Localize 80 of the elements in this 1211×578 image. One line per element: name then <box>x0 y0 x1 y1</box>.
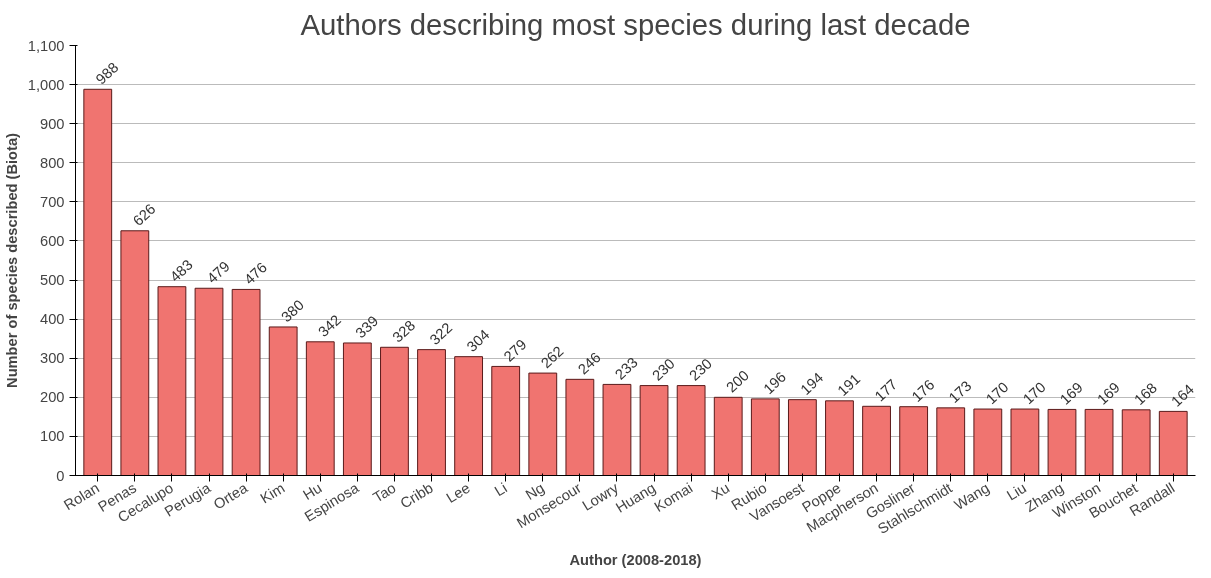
bar <box>231 288 261 476</box>
y-tick-label: 200 <box>40 389 65 406</box>
x-tick-label: Cribb <box>397 479 436 512</box>
bar <box>305 341 335 476</box>
data-label: 304 <box>463 326 493 355</box>
data-label: 328 <box>389 317 419 346</box>
data-label: 169 <box>1056 379 1086 408</box>
data-label: 230 <box>649 355 678 384</box>
bar <box>899 406 929 476</box>
y-tick-label: 500 <box>40 272 65 289</box>
bar <box>639 385 669 476</box>
y-tick-label: 400 <box>40 311 65 328</box>
bar <box>1084 408 1114 476</box>
data-label: 168 <box>1131 379 1160 409</box>
bar <box>1158 410 1188 476</box>
data-label: 170 <box>982 378 1012 408</box>
y-tick-label: 0 <box>56 467 65 484</box>
data-label: 177 <box>871 376 901 405</box>
x-tick-label: Kim <box>257 479 288 507</box>
y-tick-label: 800 <box>40 154 65 171</box>
data-label: 173 <box>945 377 975 407</box>
bar <box>380 346 409 476</box>
data-label: 988 <box>92 59 122 88</box>
bar <box>491 365 521 476</box>
data-label: 196 <box>760 368 790 398</box>
bar <box>1121 409 1151 476</box>
y-tick-label: 300 <box>40 350 65 367</box>
bar <box>862 405 891 476</box>
bar <box>676 385 706 476</box>
y-tick-label: 900 <box>40 115 65 132</box>
x-tick-label: Li <box>491 479 510 500</box>
y-tick-label: 100 <box>40 428 65 445</box>
bar <box>157 286 187 476</box>
bar <box>528 372 558 476</box>
data-label: 191 <box>834 370 864 400</box>
data-label: 322 <box>426 319 456 348</box>
data-label: 246 <box>574 349 604 378</box>
bar <box>120 230 150 476</box>
data-label: 194 <box>797 369 827 398</box>
bar <box>936 407 966 476</box>
y-tick-label: 700 <box>40 193 65 210</box>
bar <box>1010 408 1040 476</box>
bar <box>454 356 484 476</box>
bar <box>83 88 113 476</box>
data-label: 380 <box>278 296 307 326</box>
x-tick-label: Tao <box>370 479 399 506</box>
data-label: 169 <box>1094 379 1123 408</box>
data-label: 200 <box>723 367 753 396</box>
data-label: 339 <box>352 312 382 342</box>
data-label: 626 <box>129 200 159 229</box>
bar <box>602 383 632 476</box>
x-axis-title: Author (2008-2018) <box>569 551 702 568</box>
data-label: 262 <box>537 342 567 372</box>
bar <box>268 326 298 476</box>
data-label: 279 <box>500 336 530 365</box>
data-label: 176 <box>908 376 938 405</box>
data-label: 230 <box>686 355 715 384</box>
data-label: 170 <box>1019 378 1049 408</box>
bar <box>825 400 854 476</box>
chart-title: Authors describing most species during last decade <box>300 7 971 41</box>
y-axis-title: Number of species described (Biota) <box>3 132 20 388</box>
bar <box>342 342 372 476</box>
bar <box>713 396 743 476</box>
data-label: 233 <box>611 354 641 383</box>
data-label: 342 <box>315 311 345 340</box>
x-tick-label: Lee <box>443 479 473 507</box>
y-tick-label: 1,100 <box>27 37 65 54</box>
y-tick-label: 1,000 <box>27 76 65 93</box>
bar <box>787 399 817 476</box>
data-label: 476 <box>241 259 270 288</box>
data-label: 483 <box>166 256 196 285</box>
data-label: 479 <box>204 258 233 287</box>
bar <box>194 287 224 476</box>
data-label: 164 <box>1168 381 1198 410</box>
bar <box>1047 408 1077 476</box>
bar <box>750 398 780 476</box>
y-tick-label: 600 <box>40 232 65 249</box>
bar <box>973 408 1003 476</box>
bar <box>565 378 595 476</box>
bar <box>417 349 446 476</box>
